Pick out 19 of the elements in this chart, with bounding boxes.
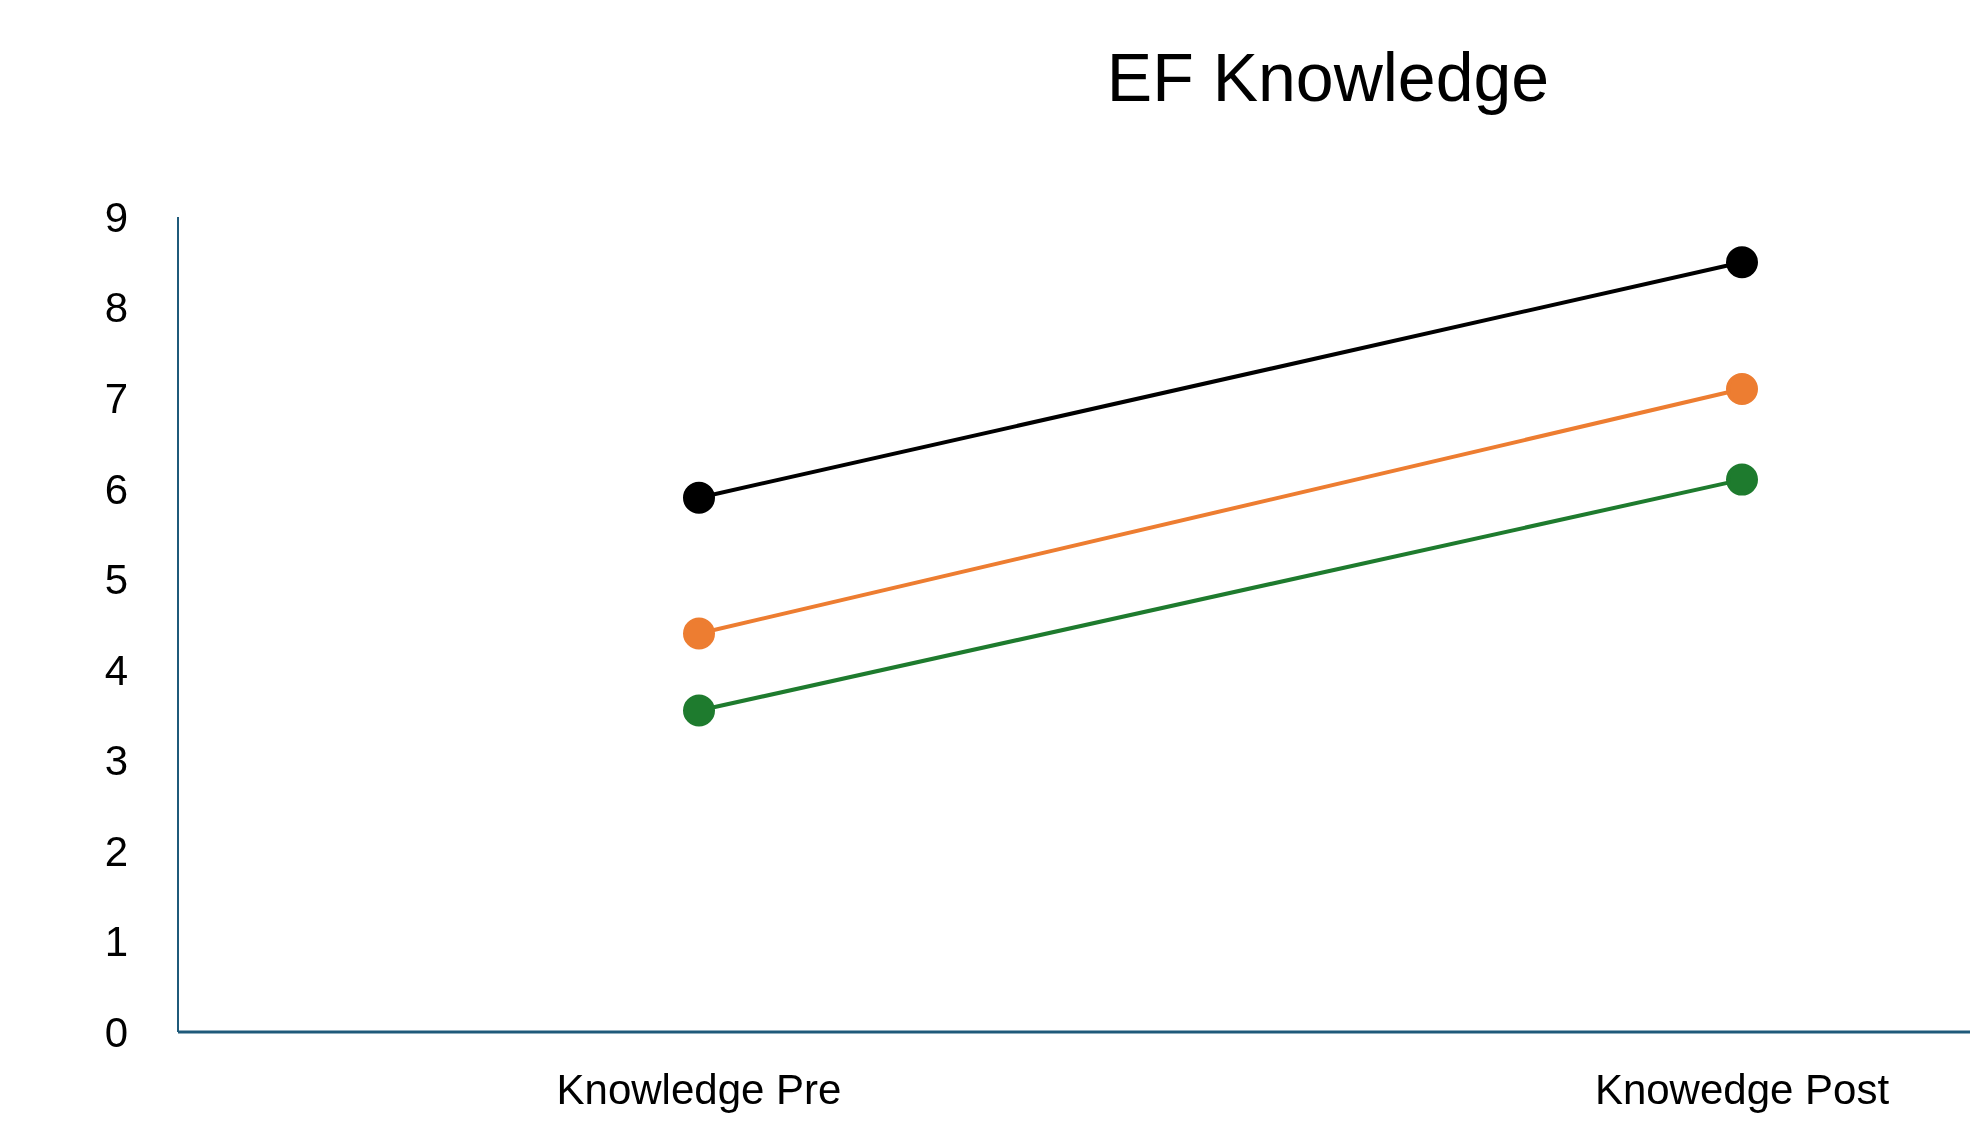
y-tick-label: 7: [104, 375, 128, 423]
point: [683, 694, 715, 727]
point: [1726, 463, 1758, 496]
x-tick-label: Knowedge Post: [1594, 1065, 1890, 1113]
y-tick-label: 2: [104, 827, 128, 875]
y-tick-label: 3: [104, 737, 128, 785]
point: [683, 481, 715, 514]
point: [1726, 373, 1758, 406]
y-tick-label: 8: [104, 284, 128, 332]
y-tick-label: 5: [104, 556, 128, 604]
point: [1726, 246, 1758, 279]
chart-title: EF Knowledge: [1105, 38, 1551, 116]
y-tick-label: 9: [104, 193, 128, 241]
y-tick-label: 6: [104, 465, 128, 513]
y-tick-label: 0: [104, 1008, 128, 1056]
y-tick-label: 1: [104, 918, 128, 966]
point: [683, 617, 715, 650]
y-tick-label: 4: [104, 646, 128, 694]
x-tick-label: Knowledge Pre: [556, 1065, 842, 1113]
